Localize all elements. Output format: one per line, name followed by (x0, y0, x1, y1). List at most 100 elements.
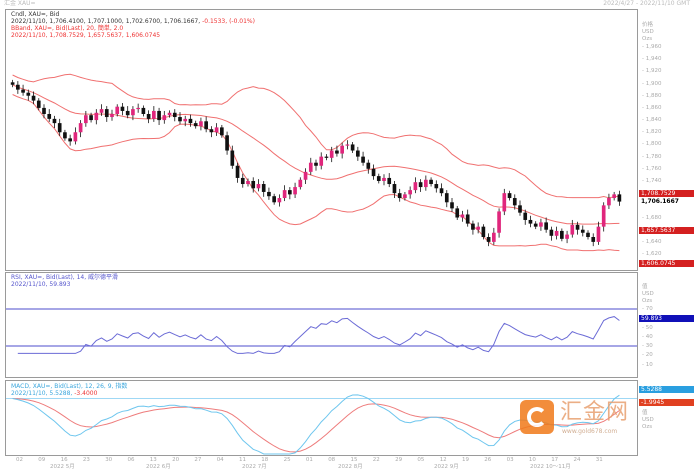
candle-body (131, 109, 135, 116)
candle-body (288, 190, 292, 195)
candle-body (225, 135, 229, 151)
price-axis-title: 价格 (642, 22, 654, 28)
candle-body (544, 222, 548, 230)
month-label: 2022 8月 (338, 464, 363, 470)
candle-body (586, 232, 590, 238)
candle-body (78, 123, 83, 133)
candle-body (99, 109, 104, 113)
candle-body (607, 198, 611, 206)
rsi-tick: - 40 (642, 333, 653, 340)
date-tick: 17 (551, 457, 559, 463)
candle-body (591, 237, 596, 242)
date-tick: 25 (283, 457, 291, 463)
rsi-panel[interactable] (5, 272, 638, 378)
candle-body (424, 179, 428, 188)
price-tick: - 1,740 (642, 177, 662, 184)
candle-body (486, 237, 491, 242)
date-tick: 12 (439, 457, 447, 463)
candle-body (235, 165, 240, 178)
candle-body (376, 176, 381, 181)
macd-badge: 5.5288 (639, 386, 694, 393)
candle-body (392, 184, 397, 194)
candle-body (267, 191, 271, 197)
candle-body (570, 224, 575, 235)
brand-name: 汇金网 (560, 400, 630, 425)
candle-body (528, 219, 533, 224)
rsi-tick: - 50 (642, 324, 653, 331)
price-tick: - 1,640 (642, 238, 662, 245)
candle-body (282, 190, 287, 199)
last-price-badge: 1,706.1667 (639, 198, 694, 205)
price-tick: - 1,940 (642, 56, 662, 63)
date-tick: 26 (484, 457, 492, 463)
date-tick: 08 (328, 457, 336, 463)
price-axis-unit: USD (642, 29, 654, 35)
candle-body (104, 109, 109, 118)
ohlc-values: 2022/11/10, 1,706.4100, 1,707.1000, 1,70… (11, 18, 201, 25)
candle-body (157, 110, 161, 121)
candle-body (575, 224, 580, 230)
candle-body (230, 150, 235, 166)
price-tick: - 1,960 (642, 44, 662, 50)
candle-body (63, 132, 67, 139)
date-tick: 29 (395, 457, 403, 463)
candle-body (42, 107, 46, 114)
candle-body (387, 177, 392, 185)
candle-body (612, 194, 616, 199)
candle-body (476, 226, 480, 230)
signal-value: -3.4000 (74, 390, 98, 397)
signal-badge: -1.9945 (639, 399, 694, 406)
candle-body (10, 82, 15, 85)
brand-url: www.gold678.com (562, 428, 618, 435)
date-tick: 23 (82, 457, 90, 463)
candle-body (167, 112, 172, 116)
candle-body (413, 182, 418, 191)
candle-body (314, 162, 318, 166)
candle-body (146, 113, 151, 119)
candle-body (382, 177, 386, 181)
rsi-line (17, 316, 620, 354)
bband-middle-badge: 1,657.5637 (639, 227, 694, 234)
bband-lower-line (12, 94, 620, 252)
candle-body (162, 115, 167, 121)
month-label: 2022 7月 (242, 464, 267, 470)
candle-body (68, 138, 72, 142)
candle-body (560, 230, 564, 239)
candle-body (36, 100, 41, 108)
price-tick: - 1,680 (642, 214, 662, 221)
date-tick: 05 (417, 457, 425, 463)
date-tick: 20 (172, 457, 180, 463)
date-tick: 22 (372, 457, 380, 463)
macd-axis-sub: Ozs (642, 424, 653, 430)
timestamp-label: 2022/4/27 - 2022/11/10 GMT (603, 0, 690, 7)
rsi-tick: - 20 (642, 352, 653, 359)
watermark: 汇金网 www.gold678.com (520, 395, 636, 453)
date-tick: 11 (239, 457, 246, 463)
candle-body (73, 132, 78, 142)
candle-body (110, 113, 114, 118)
date-tick: 06 (127, 457, 135, 463)
candle-body (418, 182, 423, 188)
month-label: 2022 9月 (434, 464, 459, 470)
candle-body (533, 223, 538, 227)
rsi-axis-unit: USD (642, 291, 654, 297)
candle-body (617, 194, 622, 202)
bband-legend-2: 2022/11/10, 1,708.7529, 1,657.5637, 1,60… (11, 32, 161, 39)
price-tick: - 1,780 (642, 153, 662, 160)
candle-body (601, 205, 606, 227)
candle-body (450, 202, 454, 209)
macd-axis-unit: USD (642, 417, 654, 423)
bband-middle-line (12, 84, 620, 225)
candle-body (460, 214, 465, 218)
price-panel[interactable] (5, 9, 638, 271)
candle-body (31, 95, 36, 101)
candle-body (403, 194, 407, 199)
candle-body (481, 226, 486, 238)
candle-body (429, 179, 433, 185)
candle-body (293, 187, 297, 195)
rsi-badge: 59.893 (639, 315, 694, 322)
candle-body (308, 162, 313, 172)
candle-body (361, 156, 365, 163)
rsi-axis-sub: Ozs (642, 298, 653, 304)
